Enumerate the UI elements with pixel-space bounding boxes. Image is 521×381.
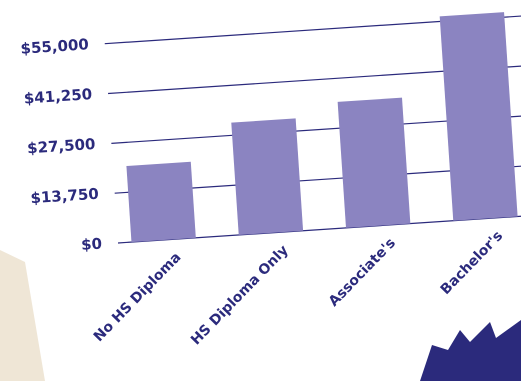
y-tick-label: $13,750 bbox=[30, 185, 99, 207]
bar bbox=[126, 161, 196, 243]
y-tick-label: $41,250 bbox=[23, 85, 92, 107]
y-tick-label: $27,500 bbox=[27, 135, 96, 157]
x-tick-label: No HS Diploma bbox=[91, 249, 185, 345]
x-tick-label: HS Diploma Only bbox=[188, 242, 292, 348]
starburst bbox=[420, 320, 521, 381]
plot: $0 $13,750 $27,500 $41,250 $55,000 No HS Dipl… bbox=[20, 12, 521, 348]
x-tick-label: Bachelor's bbox=[438, 228, 507, 298]
bar bbox=[439, 12, 518, 221]
y-tick-label: $55,000 bbox=[20, 35, 89, 57]
x-tick-label: Associate's bbox=[326, 235, 399, 310]
bar bbox=[231, 118, 304, 235]
bar bbox=[337, 97, 411, 228]
background-shape bbox=[0, 250, 45, 381]
y-tick-label: $0 bbox=[81, 235, 103, 254]
